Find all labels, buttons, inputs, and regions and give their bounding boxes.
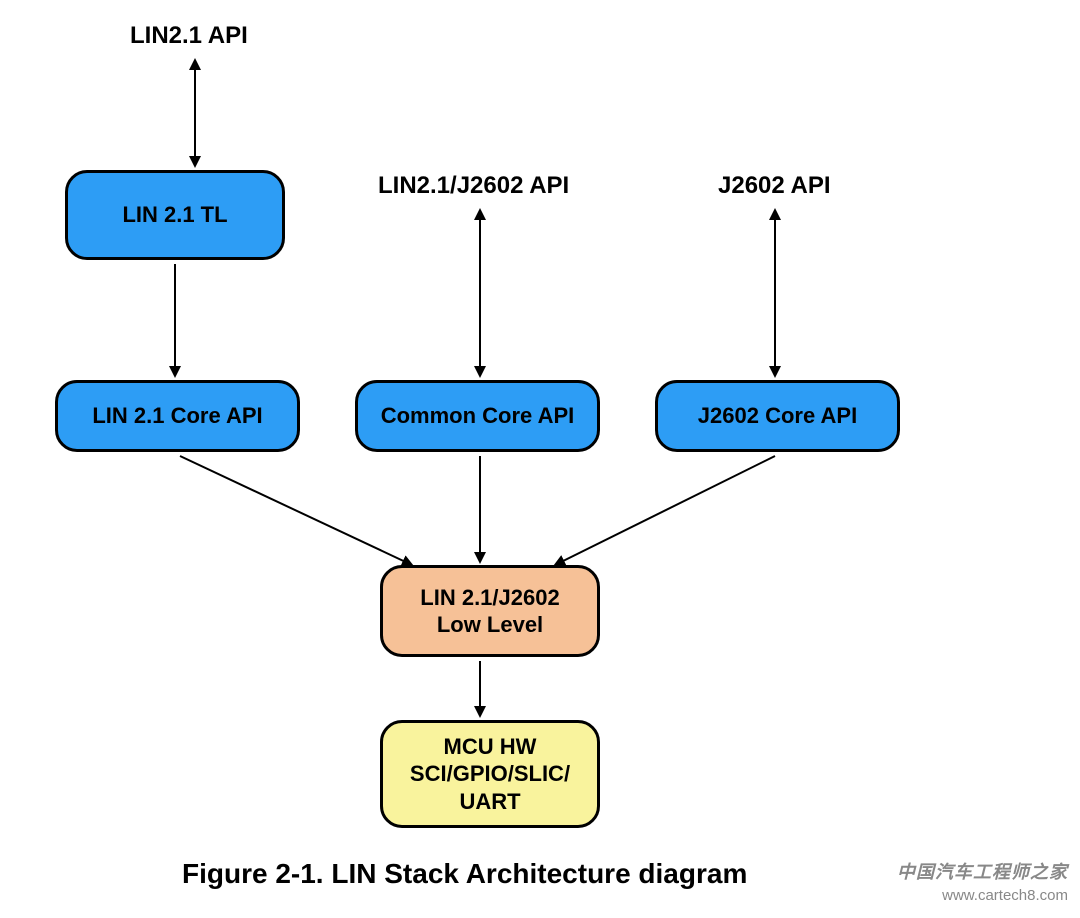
- box-common-core: Common Core API: [355, 380, 600, 452]
- watermark-line2: www.cartech8.com: [942, 887, 1068, 904]
- box-low-level: LIN 2.1/J2602Low Level: [380, 565, 600, 657]
- label-j2602-api: J2602 API: [718, 172, 831, 200]
- box-mcu-hw: MCU HWSCI/GPIO/SLIC/UART: [380, 720, 600, 828]
- watermark-line1: 中国汽车工程师之家: [897, 858, 1068, 884]
- box-j2602-core: J2602 Core API: [655, 380, 900, 452]
- box-lin21-core: LIN 2.1 Core API: [55, 380, 300, 452]
- label-lin21-api: LIN2.1 API: [130, 22, 248, 50]
- box-lin21-tl: LIN 2.1 TL: [65, 170, 285, 260]
- label-lin21-j2602-api: LIN2.1/J2602 API: [378, 172, 569, 200]
- figure-caption: Figure 2-1. LIN Stack Architecture diagr…: [182, 858, 747, 890]
